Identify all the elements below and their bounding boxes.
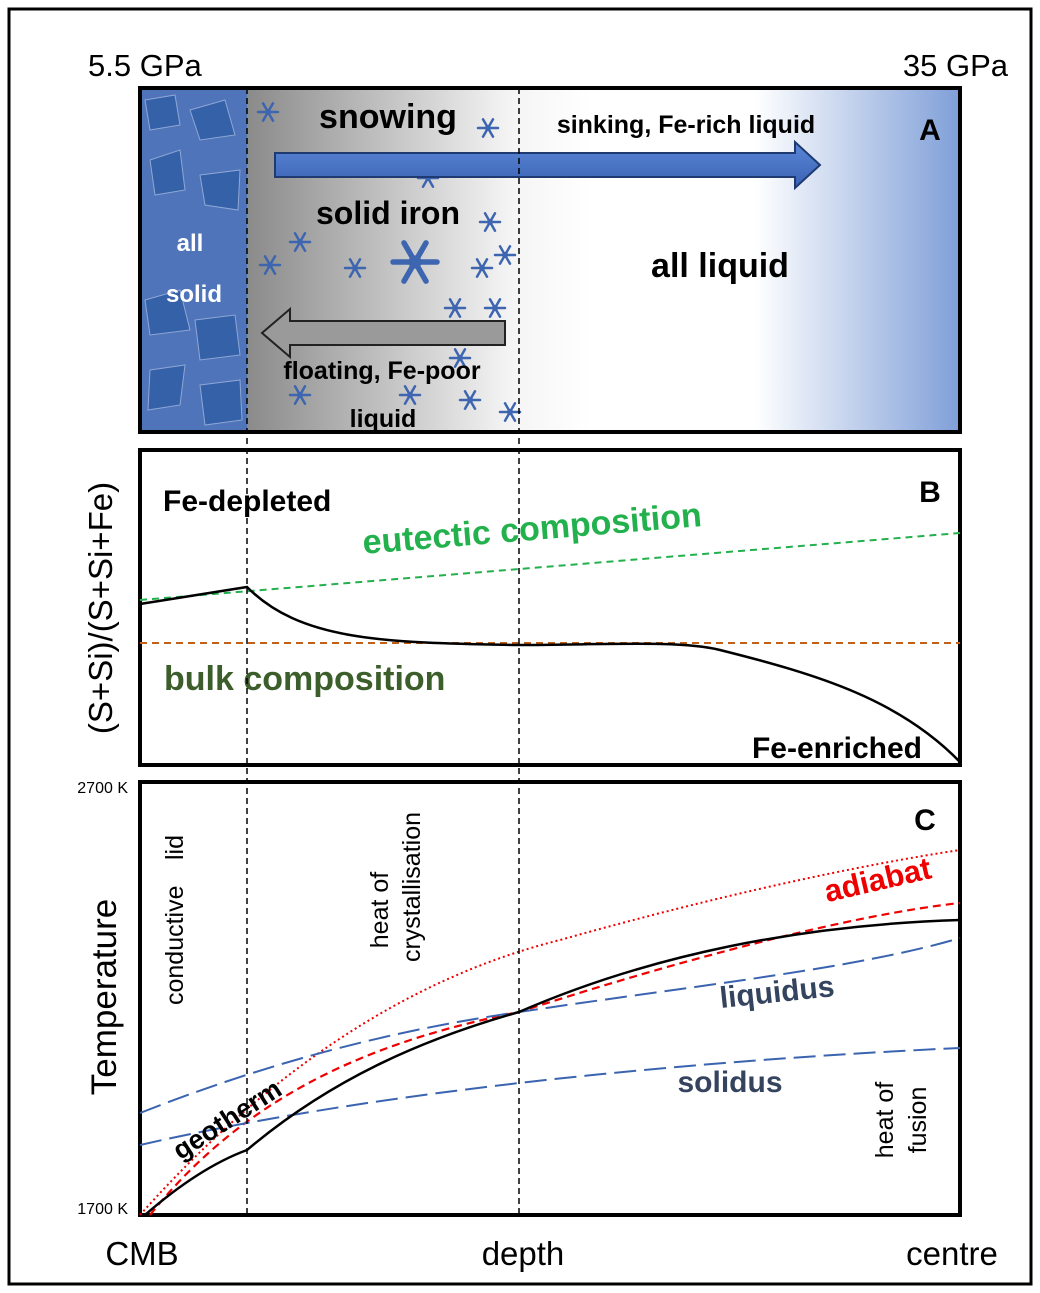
- solid-iron-label: solid iron: [316, 195, 460, 231]
- all-liquid-label: all liquid: [651, 247, 789, 285]
- pressure-right: 35 GPa: [903, 48, 1009, 83]
- all-solid-label: all: [177, 230, 204, 257]
- y-axis-label: (S+Si)/(S+Si+Fe): [82, 482, 119, 734]
- panel-label: A: [919, 114, 941, 147]
- heat-of-fusion-label: heat of: [871, 1082, 899, 1159]
- x-middle-label: depth: [482, 1235, 565, 1272]
- sinking-label: sinking, Fe-rich liquid: [557, 111, 815, 139]
- diagram: 5.5 GPa 35 GPa A snowing sinking, Fe-ric…: [0, 0, 1040, 1293]
- conductive-lid-label: lid: [161, 835, 189, 860]
- snowing-label: snowing: [319, 98, 457, 136]
- fe-enriched-label: Fe-enriched: [752, 732, 922, 765]
- x-left-label: CMB: [105, 1235, 178, 1272]
- panel-b: B (S+Si)/(S+Si+Fe) Fe-depleted eutectic …: [82, 450, 960, 765]
- y-top-label: 2700 K: [77, 780, 128, 797]
- floating-label: floating, Fe-poor: [283, 357, 480, 385]
- y-axis-label: Temperature: [85, 899, 124, 1095]
- floating-label: liquid: [350, 405, 417, 433]
- y-bottom-label: 1700 K: [77, 1201, 128, 1218]
- panel-label: C: [914, 804, 936, 837]
- x-right-label: centre: [906, 1235, 998, 1272]
- solidus-label: solidus: [677, 1066, 782, 1099]
- panel-label: B: [919, 476, 941, 509]
- heat-of-crystallisation-label: heat of: [366, 872, 394, 949]
- heat-of-crystallisation-label: crystallisation: [398, 812, 426, 962]
- all-solid-label: solid: [166, 281, 222, 308]
- heat-of-fusion-label: fusion: [904, 1087, 932, 1154]
- conductive-lid-label: conductive: [161, 885, 189, 1005]
- bulk-label: bulk composition: [164, 660, 445, 698]
- pressure-left: 5.5 GPa: [88, 48, 202, 83]
- panel-a-background: [140, 88, 960, 432]
- panel-a: A snowing sinking, Fe-rich liquid solid …: [140, 88, 960, 433]
